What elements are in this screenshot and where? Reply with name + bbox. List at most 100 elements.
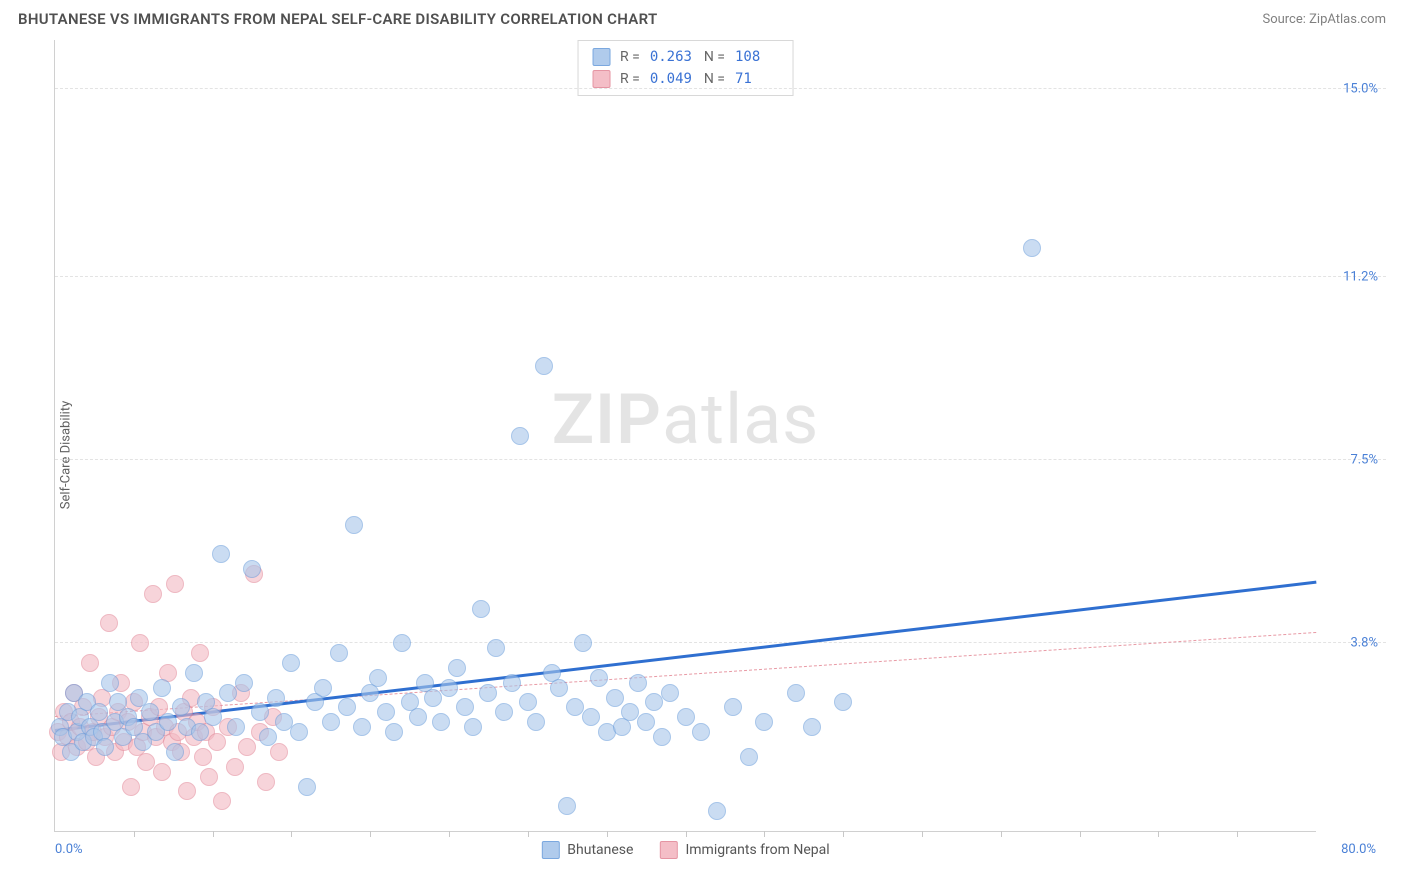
data-point-bhutanese xyxy=(724,698,742,716)
y-tick-label: 11.2% xyxy=(1343,270,1378,285)
data-point-bhutanese xyxy=(298,778,316,796)
data-point-bhutanese xyxy=(227,718,245,736)
data-point-bhutanese xyxy=(290,723,308,741)
x-tick xyxy=(291,831,292,837)
data-point-nepal xyxy=(122,778,140,796)
x-axis-max-label: 80.0% xyxy=(1341,842,1376,857)
data-point-bhutanese xyxy=(235,674,253,692)
r-label: R = xyxy=(620,71,640,87)
data-point-bhutanese xyxy=(1023,239,1041,257)
gridline xyxy=(55,276,1386,277)
x-tick xyxy=(607,831,608,837)
data-point-bhutanese xyxy=(314,679,332,697)
data-point-nepal xyxy=(131,634,149,652)
data-point-bhutanese xyxy=(558,797,576,815)
data-point-bhutanese xyxy=(166,743,184,761)
gridline xyxy=(55,459,1386,460)
data-point-bhutanese xyxy=(159,713,177,731)
x-tick xyxy=(686,831,687,837)
data-point-bhutanese xyxy=(708,802,726,820)
data-point-bhutanese xyxy=(653,728,671,746)
data-point-bhutanese xyxy=(219,684,237,702)
watermark-rest: atlas xyxy=(662,379,819,461)
data-point-bhutanese xyxy=(755,713,773,731)
data-point-nepal xyxy=(238,738,256,756)
data-point-bhutanese xyxy=(645,693,663,711)
series-legend: Bhutanese Immigrants from Nepal xyxy=(541,841,829,859)
data-point-bhutanese xyxy=(503,674,521,692)
data-point-bhutanese xyxy=(377,703,395,721)
data-point-bhutanese xyxy=(787,684,805,702)
legend-item-bhutanese: Bhutanese xyxy=(541,841,633,859)
data-point-nepal xyxy=(81,654,99,672)
data-point-bhutanese xyxy=(535,357,553,375)
data-point-bhutanese xyxy=(692,723,710,741)
data-point-nepal xyxy=(153,763,171,781)
legend-label-bhutanese: Bhutanese xyxy=(567,842,633,858)
x-tick xyxy=(449,831,450,837)
swatch-bhutanese xyxy=(541,841,559,859)
data-point-bhutanese xyxy=(519,693,537,711)
x-tick xyxy=(764,831,765,837)
data-point-bhutanese xyxy=(661,684,679,702)
n-label: N = xyxy=(704,71,725,87)
data-point-bhutanese xyxy=(141,703,159,721)
data-point-bhutanese xyxy=(96,738,114,756)
data-point-bhutanese xyxy=(550,679,568,697)
r-value-nepal: 0.049 xyxy=(650,71,694,87)
data-point-bhutanese xyxy=(172,698,190,716)
data-point-bhutanese xyxy=(101,674,119,692)
data-point-bhutanese xyxy=(259,728,277,746)
source-label: Source: ZipAtlas.com xyxy=(1262,12,1386,27)
data-point-bhutanese xyxy=(212,545,230,563)
x-tick xyxy=(922,831,923,837)
gridline xyxy=(55,88,1386,89)
data-point-bhutanese xyxy=(606,689,624,707)
chart-title: BHUTANESE VS IMMIGRANTS FROM NEPAL SELF-… xyxy=(18,10,658,28)
x-tick xyxy=(1158,831,1159,837)
data-point-bhutanese xyxy=(338,698,356,716)
data-point-bhutanese xyxy=(409,708,427,726)
data-point-bhutanese xyxy=(472,600,490,618)
swatch-nepal xyxy=(659,841,677,859)
data-point-bhutanese xyxy=(424,689,442,707)
data-point-bhutanese xyxy=(243,560,261,578)
data-point-nepal xyxy=(100,614,118,632)
data-point-bhutanese xyxy=(803,718,821,736)
x-tick xyxy=(213,831,214,837)
chart-area: Self-Care Disability ZIPatlas R = 0.263 … xyxy=(18,40,1386,870)
data-point-bhutanese xyxy=(448,659,466,677)
data-point-bhutanese xyxy=(527,713,545,731)
swatch-nepal xyxy=(592,70,610,88)
x-tick xyxy=(1001,831,1002,837)
y-tick-label: 15.0% xyxy=(1343,82,1378,97)
title-bar: BHUTANESE VS IMMIGRANTS FROM NEPAL SELF-… xyxy=(0,0,1406,34)
data-point-nepal xyxy=(213,792,231,810)
n-label: N = xyxy=(704,49,725,65)
plot-region: ZIPatlas R = 0.263 N = 108 R = 0.049 N =… xyxy=(54,40,1316,832)
r-value-bhutanese: 0.263 xyxy=(650,49,694,65)
data-point-bhutanese xyxy=(677,708,695,726)
x-axis-min-label: 0.0% xyxy=(55,842,83,857)
data-point-bhutanese xyxy=(191,723,209,741)
data-point-bhutanese xyxy=(834,693,852,711)
data-point-bhutanese xyxy=(440,679,458,697)
data-point-nepal xyxy=(178,782,196,800)
data-point-bhutanese xyxy=(185,664,203,682)
n-value-nepal: 71 xyxy=(735,71,779,87)
data-point-bhutanese xyxy=(267,689,285,707)
data-point-bhutanese xyxy=(582,708,600,726)
data-point-nepal xyxy=(270,743,288,761)
data-point-bhutanese xyxy=(495,703,513,721)
data-point-bhutanese xyxy=(322,713,340,731)
stats-row-bhutanese: R = 0.263 N = 108 xyxy=(592,46,779,68)
data-point-bhutanese xyxy=(487,639,505,657)
data-point-bhutanese xyxy=(330,644,348,662)
x-tick xyxy=(843,831,844,837)
x-tick xyxy=(370,831,371,837)
data-point-nepal xyxy=(144,585,162,603)
data-point-bhutanese xyxy=(479,684,497,702)
stats-row-nepal: R = 0.049 N = 71 xyxy=(592,68,779,90)
data-point-nepal xyxy=(191,644,209,662)
data-point-nepal xyxy=(208,733,226,751)
